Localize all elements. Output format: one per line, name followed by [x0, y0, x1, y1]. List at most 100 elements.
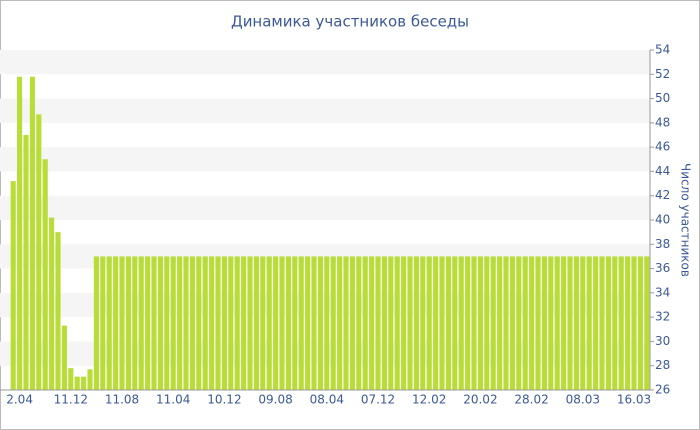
y-tick-label: 54	[655, 43, 670, 57]
y-tick-label: 32	[655, 310, 670, 324]
x-tick-label: 16.03	[617, 393, 651, 407]
x-tick-label: 09.08	[258, 393, 292, 407]
bar	[593, 256, 599, 390]
bar	[529, 256, 535, 390]
bar	[381, 256, 387, 390]
bar	[580, 256, 586, 390]
bar	[625, 256, 631, 390]
y-tick-label: 36	[655, 261, 670, 275]
bar	[644, 256, 650, 390]
bar	[631, 256, 637, 390]
y-axis-label: Число участников	[679, 163, 693, 277]
y-tick-label: 44	[655, 164, 670, 178]
bar	[388, 256, 394, 390]
bar	[68, 368, 74, 390]
bar	[465, 256, 471, 390]
bar	[260, 256, 266, 390]
bar	[241, 256, 247, 390]
bar	[343, 256, 349, 390]
bar	[362, 256, 368, 390]
y-tick-label: 48	[655, 115, 670, 129]
bar	[74, 376, 80, 390]
bar	[266, 256, 272, 390]
bar	[215, 256, 221, 390]
bar	[394, 256, 400, 390]
bar	[228, 256, 234, 390]
bar	[637, 256, 643, 390]
bar	[452, 256, 458, 390]
bar	[132, 256, 138, 390]
y-tick-label: 42	[655, 188, 670, 202]
bar	[189, 256, 195, 390]
bar	[477, 256, 483, 390]
bar	[324, 256, 330, 390]
y-tick-label: 52	[655, 67, 670, 81]
bar	[87, 369, 93, 390]
bar	[151, 256, 157, 390]
bar	[413, 256, 419, 390]
bar	[458, 256, 464, 390]
bar	[375, 256, 381, 390]
bar	[439, 256, 445, 390]
bar	[567, 256, 573, 390]
x-tick-label: 12.02	[412, 393, 446, 407]
bar	[29, 76, 35, 390]
bar	[369, 256, 375, 390]
bar	[253, 256, 259, 390]
grid-band	[0, 50, 650, 75]
grid-band	[0, 147, 650, 172]
bar	[401, 256, 407, 390]
x-tick-label: 11.12	[54, 393, 88, 407]
bar	[330, 256, 336, 390]
bar	[36, 114, 42, 390]
bar	[209, 256, 215, 390]
grid-band	[0, 195, 650, 220]
bar	[164, 256, 170, 390]
bar	[535, 256, 541, 390]
bar	[157, 256, 163, 390]
bar	[298, 256, 304, 390]
y-tick-label: 38	[655, 237, 670, 251]
bar	[247, 256, 253, 390]
bar	[119, 256, 125, 390]
x-tick-label: 20.02	[463, 393, 497, 407]
y-tick-label: 30	[655, 334, 670, 348]
bar	[484, 256, 490, 390]
y-tick-label: 26	[655, 383, 670, 397]
y-tick-label: 34	[655, 285, 670, 299]
bar	[541, 256, 547, 390]
grid-band	[0, 98, 650, 123]
bar	[17, 76, 23, 390]
bar	[145, 256, 151, 390]
bar	[516, 256, 522, 390]
bar	[548, 256, 554, 390]
bar	[554, 256, 560, 390]
y-tick-label: 50	[655, 91, 670, 105]
bar	[471, 256, 477, 390]
bar	[445, 256, 451, 390]
bar	[490, 256, 496, 390]
bar	[605, 256, 611, 390]
bar	[202, 256, 208, 390]
bar	[407, 256, 413, 390]
bar	[81, 376, 87, 390]
bar	[356, 256, 362, 390]
bar	[23, 135, 29, 390]
bar	[561, 256, 567, 390]
bar	[93, 256, 99, 390]
bar	[113, 256, 119, 390]
bar	[522, 256, 528, 390]
bar	[426, 256, 432, 390]
bar	[138, 256, 144, 390]
bar	[106, 256, 112, 390]
bar	[177, 256, 183, 390]
bar	[42, 159, 48, 390]
bar	[55, 232, 61, 390]
bar	[61, 325, 67, 390]
bar	[305, 256, 311, 390]
bar	[317, 256, 323, 390]
bar	[503, 256, 509, 390]
y-tick-label: 28	[655, 358, 670, 372]
bar	[349, 256, 355, 390]
